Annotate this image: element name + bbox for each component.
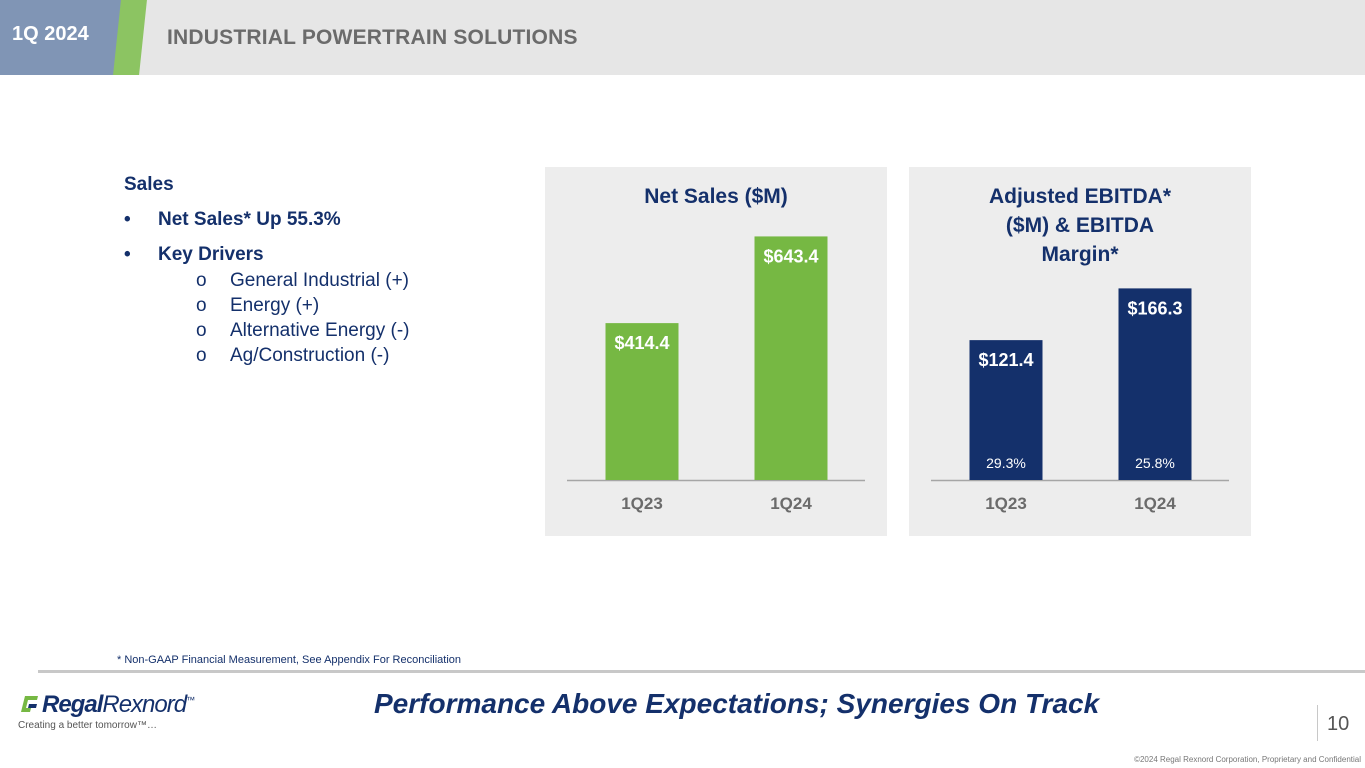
- logo-wordmark-rest: Rexnord: [102, 691, 187, 718]
- logo-mark-icon: [21, 696, 38, 712]
- data-label: $121.4: [978, 350, 1033, 370]
- driver-text: Alternative Energy (-): [230, 320, 410, 341]
- bar-1Q24: [754, 236, 828, 480]
- net-sales-chart-panel: Net Sales ($M) $414.4 1Q23 $643.4 1Q24: [545, 167, 887, 536]
- driver-text: General Industrial (+): [230, 270, 409, 291]
- x-tick-label: 1Q24: [770, 494, 812, 513]
- data-label: $414.4: [614, 333, 669, 353]
- driver-item: o Alternative Energy (-): [158, 318, 484, 343]
- sales-summary: Sales • Net Sales* Up 55.3% • Key Driver…: [124, 174, 484, 368]
- footnote: * Non-GAAP Financial Measurement, See Ap…: [117, 654, 462, 666]
- company-logo: RegalRexnord™: [18, 691, 195, 719]
- footer-divider: [38, 670, 1365, 673]
- margin-label: 25.8%: [1135, 455, 1175, 471]
- page-number-divider: [1317, 705, 1318, 741]
- bullet-net-sales: • Net Sales* Up 55.3%: [124, 209, 484, 231]
- logo-trademark: ™: [186, 695, 195, 705]
- driver-item: o Energy (+): [158, 293, 484, 318]
- logo-wordmark: RegalRexnord™: [42, 691, 195, 719]
- drivers-list: o General Industrial (+) o Energy (+) o Alt…: [158, 268, 484, 368]
- x-tick-label: 1Q23: [621, 494, 663, 513]
- x-tick-label: 1Q23: [985, 494, 1027, 513]
- bar-1Q23: [969, 340, 1043, 480]
- driver-item: o General Industrial (+): [158, 268, 484, 293]
- driver-text: Energy (+): [230, 295, 320, 316]
- copyright: ©2024 Regal Rexnord Corporation, Proprie…: [1134, 755, 1361, 764]
- bar-1Q24: [1118, 288, 1192, 480]
- quarter-label: 1Q 2024: [12, 23, 89, 45]
- net-sales-chart-title: Net Sales ($M): [644, 185, 788, 208]
- bullet-icon: •: [124, 209, 131, 230]
- ebitda-title-line: ($M) & EBITDA: [1005, 214, 1155, 237]
- ebitda-title-line: Margin*: [1041, 243, 1119, 266]
- bullet-key-drivers: • Key Drivers o General Industrial (+) o E…: [124, 244, 484, 368]
- sub-bullet-icon: o: [196, 295, 207, 316]
- ebitda-chart-title: Adjusted EBITDA* ($M) & EBITDA Margin*: [909, 182, 1251, 269]
- header-bar: 1Q 2024 INDUSTRIAL POWERTRAIN SOLUTIONS: [0, 0, 1365, 75]
- sub-bullet-icon: o: [196, 320, 207, 341]
- sales-heading: Sales: [124, 174, 174, 195]
- bullet-text: Net Sales* Up 55.3%: [158, 209, 341, 230]
- bullet-text: Key Drivers: [158, 244, 264, 265]
- sub-bullet-icon: o: [196, 345, 207, 366]
- bar-1Q23: [605, 323, 679, 480]
- page-number: 10: [1327, 713, 1350, 735]
- tagline: Creating a better tomorrow™…: [18, 720, 157, 731]
- net-sales-chart: $414.4 1Q23 $643.4 1Q24: [567, 236, 865, 513]
- driver-text: Ag/Construction (-): [230, 345, 390, 366]
- quarter-tab: 1Q 2024: [0, 0, 147, 75]
- margin-label: 29.3%: [986, 455, 1026, 471]
- bullet-icon: •: [124, 244, 131, 265]
- accent-stripe: [113, 0, 147, 75]
- data-label: $643.4: [763, 246, 818, 266]
- logo-wordmark-bold: Regal: [42, 691, 103, 718]
- ebitda-chart-panel: Adjusted EBITDA* ($M) & EBITDA Margin* $…: [909, 167, 1251, 536]
- page-title: INDUSTRIAL POWERTRAIN SOLUTIONS: [167, 26, 578, 49]
- headline: Performance Above Expectations; Synergie…: [374, 688, 1100, 719]
- data-label: $166.3: [1127, 298, 1182, 318]
- ebitda-title-line: Adjusted EBITDA*: [988, 185, 1171, 208]
- driver-item: o Ag/Construction (-): [158, 343, 484, 368]
- x-tick-label: 1Q24: [1134, 494, 1176, 513]
- sub-bullet-icon: o: [196, 270, 207, 291]
- ebitda-chart: $121.4 29.3% 1Q23 $166.3 25.8% 1Q24: [931, 288, 1229, 513]
